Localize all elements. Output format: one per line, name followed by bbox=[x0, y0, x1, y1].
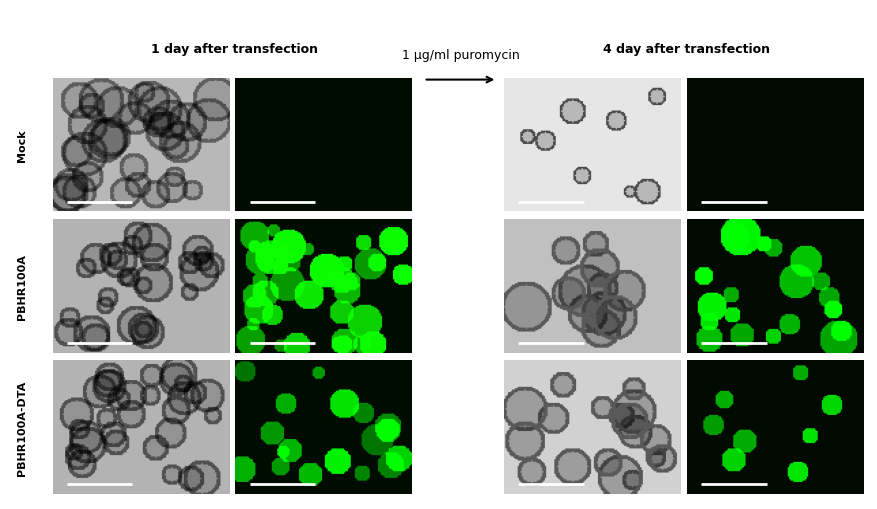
Text: PBHR100A-DTA: PBHR100A-DTA bbox=[17, 380, 27, 475]
Text: Mock: Mock bbox=[17, 129, 27, 162]
Text: PBHR100A: PBHR100A bbox=[17, 253, 27, 319]
Text: 1 μg/ml puromycin: 1 μg/ml puromycin bbox=[402, 49, 519, 62]
Text: 4 day after transfection: 4 day after transfection bbox=[602, 43, 770, 56]
Text: 1 day after transfection: 1 day after transfection bbox=[151, 43, 318, 56]
